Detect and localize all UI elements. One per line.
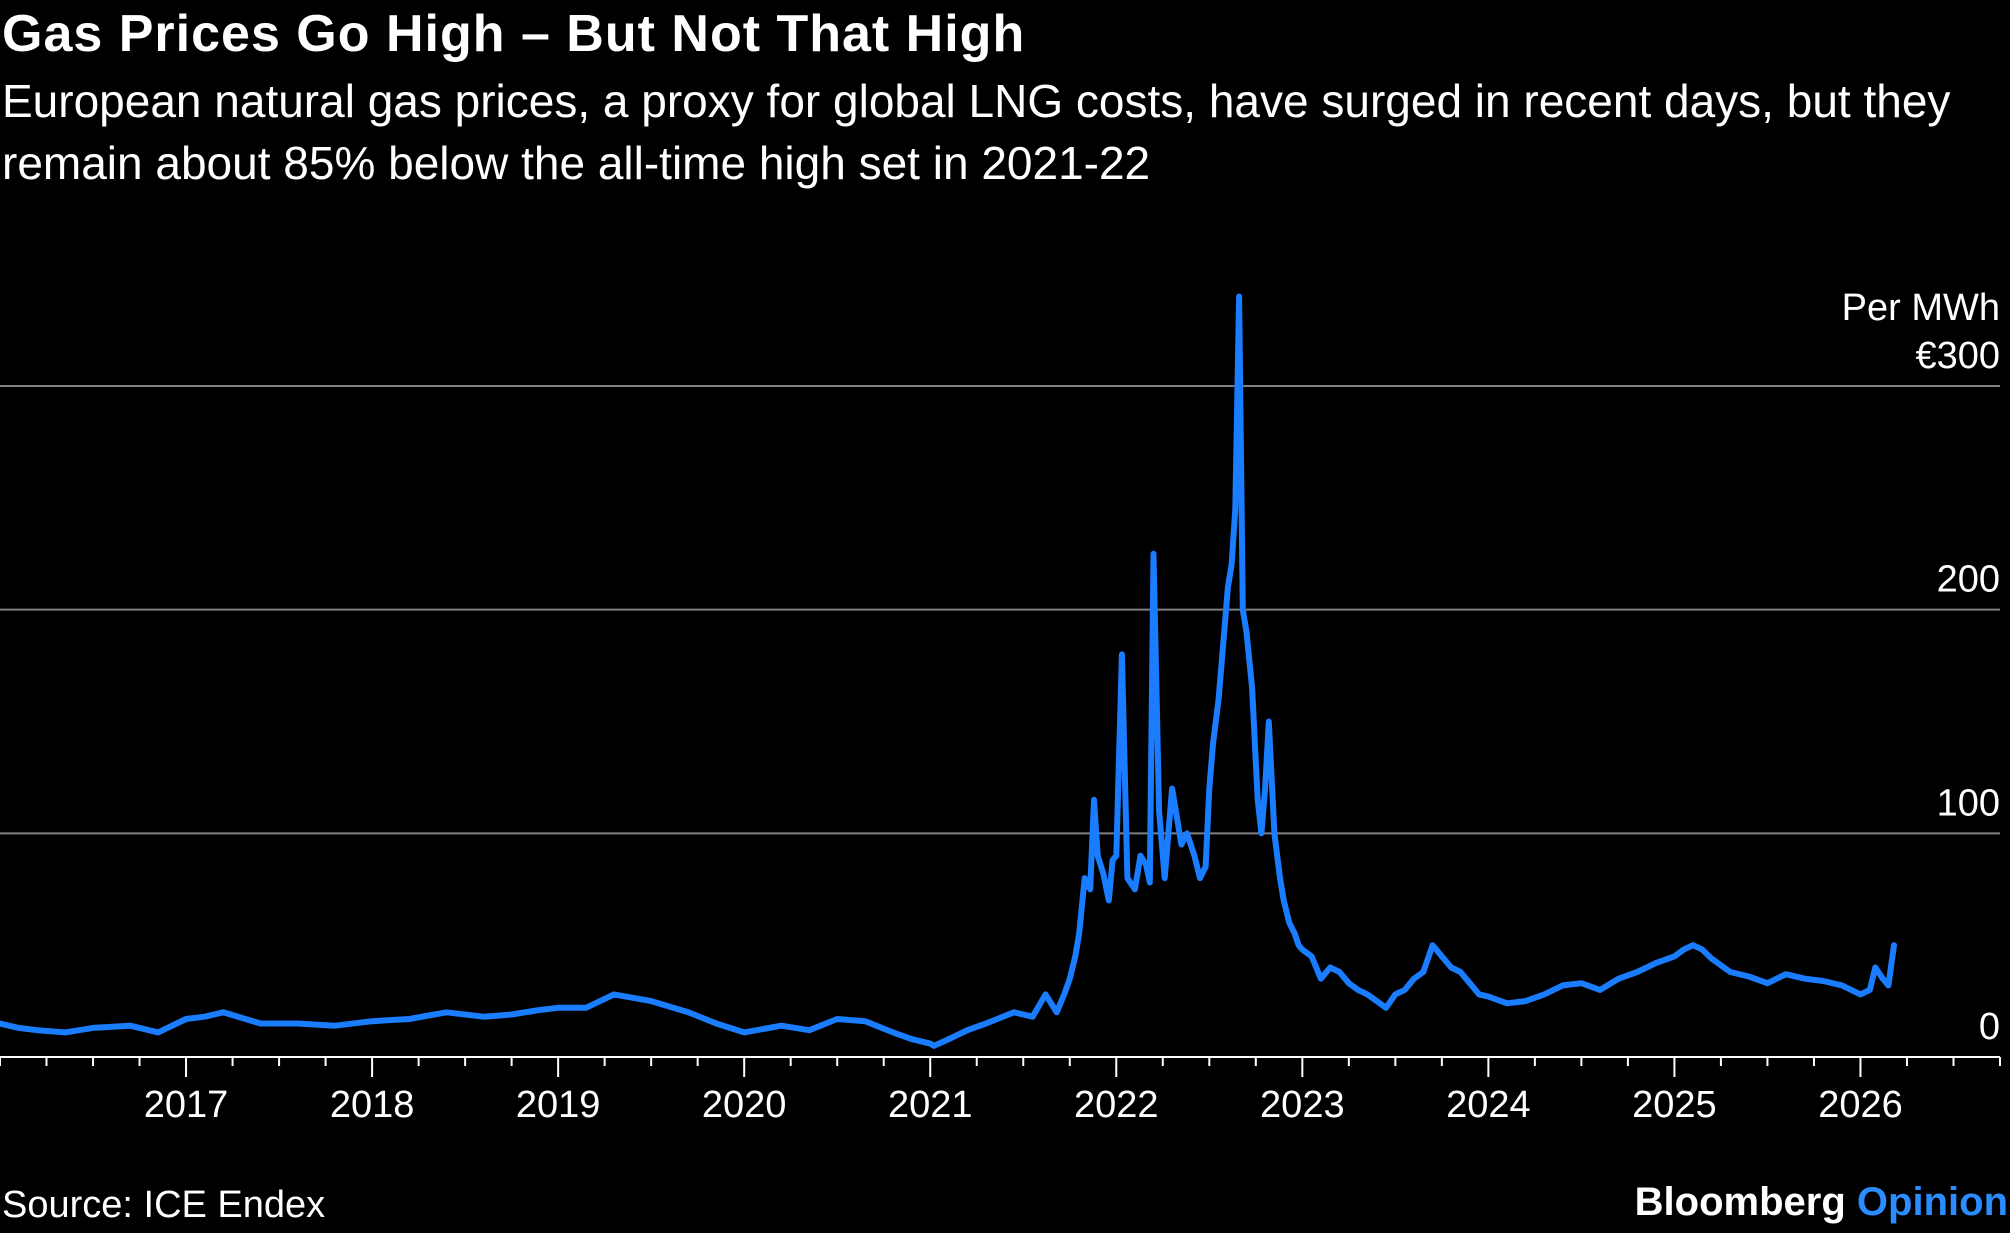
y-tick-label-0: 0: [1979, 1006, 2000, 1048]
brand-suffix: Opinion: [1856, 1180, 2008, 1224]
x-tick-label-2025: 2025: [1632, 1084, 1717, 1126]
brand-logo: Bloomberg Opinion: [1635, 1180, 2008, 1225]
x-tick-label-2019: 2019: [516, 1084, 601, 1126]
source-note: Source: ICE Endex: [2, 1184, 326, 1226]
x-tick-label-2017: 2017: [144, 1084, 229, 1126]
series-layer: [0, 293, 1897, 1049]
grid-layer: [0, 385, 2000, 835]
chart-subtitle: European natural gas prices, a proxy for…: [2, 75, 1951, 189]
chart-title: Gas Prices Go High – But Not That High: [2, 5, 1026, 63]
axis-layer: [0, 1056, 2001, 1077]
series-line-0: [0, 293, 1897, 1049]
y-tick-label-200: 200: [1937, 559, 2000, 601]
x-tick-label-2020: 2020: [702, 1084, 787, 1126]
x-tick-label-2023: 2023: [1260, 1084, 1345, 1126]
y-tick-label-100: 100: [1937, 782, 2000, 824]
label-layer: 0 100 200 €300 Per MWh 2017 2018 2019 2020 2021 20…: [144, 287, 2000, 1126]
y-unit-label: Per MWh: [1842, 287, 2000, 329]
x-tick-label-2024: 2024: [1446, 1084, 1531, 1126]
x-tick-label-2026: 2026: [1818, 1084, 1903, 1126]
x-tick-label-2021: 2021: [888, 1084, 973, 1126]
y-tick-label-300: €300: [1915, 335, 2000, 377]
x-tick-label-2018: 2018: [330, 1084, 415, 1126]
x-tick-label-2022: 2022: [1074, 1084, 1159, 1126]
brand-name: Bloomberg: [1634, 1180, 1846, 1224]
